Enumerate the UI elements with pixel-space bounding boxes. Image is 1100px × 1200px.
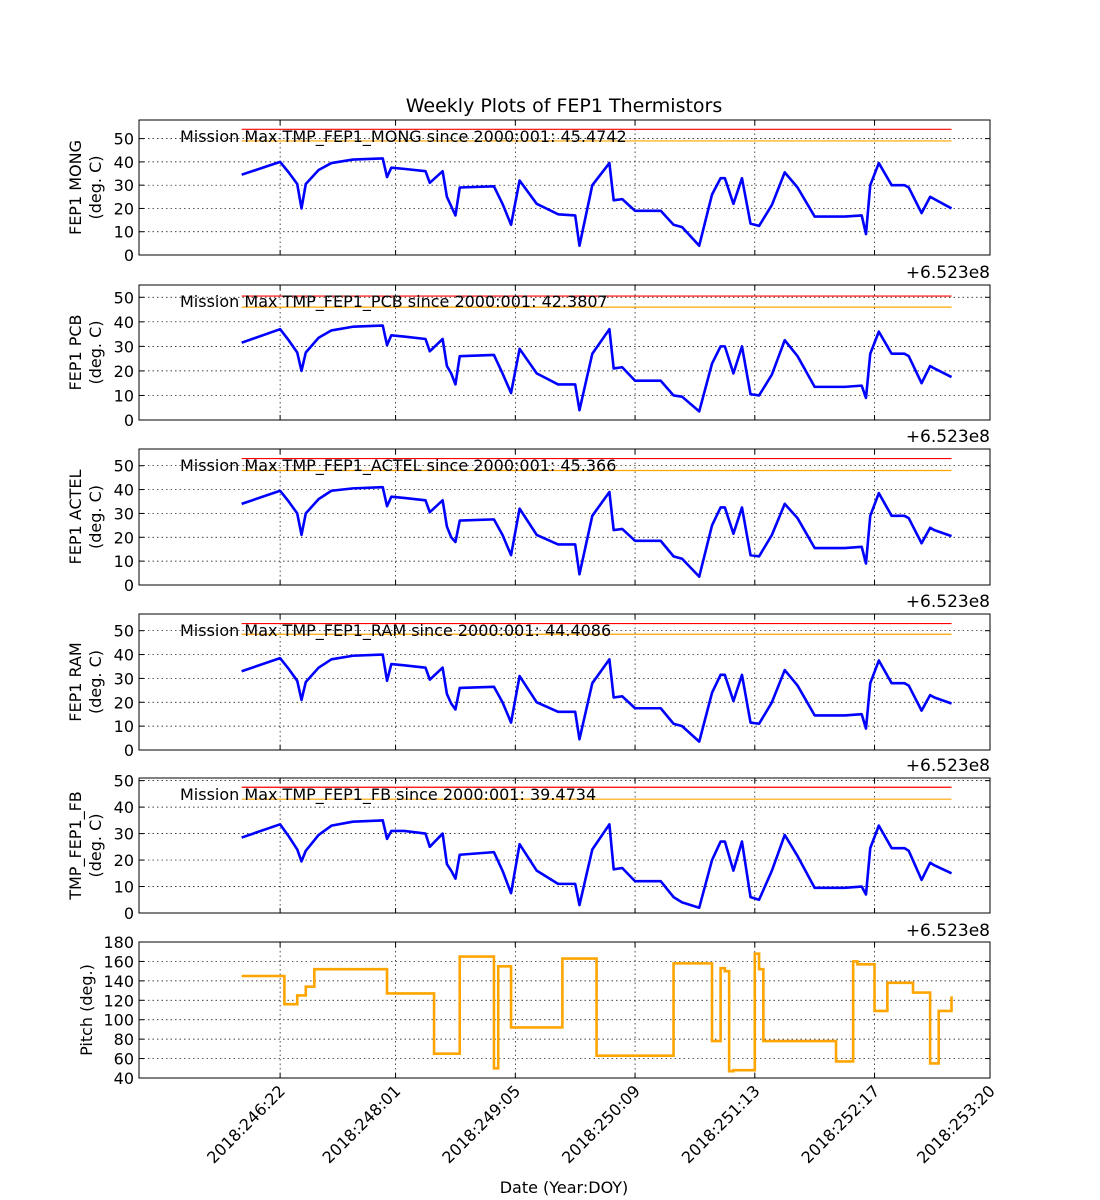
y-tick-label: 50 — [114, 130, 134, 149]
fb-series-line — [241, 819, 953, 910]
y-axis-label: TMP_FEP1_FB — [66, 791, 86, 901]
y-axis-unit: (deg. C) — [86, 650, 105, 714]
y-tick-label: 30 — [114, 337, 134, 356]
panel-mong: 0 10 20 30 40 50 FEP1 MONG (deg. C) Mission Max … — [66, 119, 991, 283]
y-tick-label: 10 — [114, 552, 134, 571]
y-tick-label: 40 — [114, 481, 134, 500]
x-tick-label: 2018:250:09 — [558, 1081, 644, 1167]
y-axis-unit: (deg. C) — [86, 485, 105, 549]
ram-series-line — [241, 653, 952, 743]
y-tick-label: 50 — [114, 288, 134, 307]
chart-title: Weekly Plots of FEP1 Thermistors — [406, 95, 723, 117]
y-tick-label: 160 — [103, 952, 134, 971]
y-tick-label: 20 — [114, 528, 134, 547]
y-tick-label: 100 — [103, 1011, 134, 1030]
y-tick-label: 50 — [114, 457, 134, 476]
y-tick-label: 30 — [114, 176, 134, 195]
y-tick-label: 10 — [114, 223, 134, 242]
y-tick-label: 0 — [124, 741, 134, 760]
y-axis-label: FEP1 MONG — [66, 140, 85, 235]
y-tick-label: 30 — [114, 504, 134, 523]
x-axis-label: Date (Year:DOY) — [500, 1178, 629, 1197]
y-tick-label: 30 — [114, 669, 134, 688]
y-axis-unit: (deg. C) — [86, 814, 105, 878]
y-tick-label: 50 — [114, 772, 134, 791]
y-tick-label: 30 — [114, 825, 134, 844]
y-tick-label: 40 — [114, 313, 134, 332]
x-offset-label: +6.523e8 — [906, 921, 990, 941]
mission-max-annotation: Mission Max TMP_FEP1_PCB since 2000:001:… — [180, 292, 608, 312]
plot-frame — [138, 119, 991, 256]
plot-frame — [138, 284, 991, 421]
y-tick-label: 20 — [114, 362, 134, 381]
x-tick-label: 2018:246:22 — [203, 1081, 289, 1167]
x-offset-label: +6.523e8 — [906, 756, 990, 776]
y-tick-label: 0 — [124, 576, 134, 595]
pitch-series-line — [241, 952, 953, 1073]
y-axis-unit: (deg. C) — [86, 321, 105, 385]
panel-pcb: 0 10 20 30 40 50 FEP1 PCB (deg. C) Mission Max T… — [66, 284, 991, 447]
y-axis-label: FEP1 PCB — [66, 314, 85, 390]
pcb-series-line — [241, 324, 953, 413]
y-tick-label: 0 — [124, 246, 134, 265]
plot-frame — [138, 941, 991, 1079]
y-tick-label: 40 — [114, 798, 134, 817]
actel-series-line — [241, 485, 952, 578]
x-axis: 2018:246:22 2018:248:01 2018:249:05 2018:25… — [203, 1081, 999, 1167]
panel-ram: 0 10 20 30 40 50 FEP1 RAM (deg. C) Mission Max T… — [66, 613, 991, 776]
x-tick-label: 2018:248:01 — [319, 1081, 405, 1167]
plot-frame — [138, 777, 991, 914]
x-tick-label: 2018:253:20 — [913, 1081, 999, 1167]
plot-frame — [138, 613, 991, 751]
x-tick-label: 2018:251:13 — [678, 1081, 764, 1167]
y-tick-label: 10 — [114, 386, 134, 405]
y-tick-label: 0 — [124, 904, 134, 923]
y-axis-label: FEP1 ACTEL — [66, 469, 85, 564]
mission-max-annotation: Mission Max TMP_FEP1_FB since 2000:001: … — [180, 785, 596, 805]
y-tick-label: 140 — [103, 972, 134, 991]
y-tick-label: 10 — [114, 878, 134, 897]
y-tick-label: 50 — [114, 622, 134, 641]
panel-fb: 0 10 20 30 40 50 TMP_FEP1_FB (deg. C) Mission Ma… — [66, 772, 991, 941]
y-tick-label: 20 — [114, 199, 134, 218]
plot-frame — [138, 448, 991, 586]
x-tick-label: 2018:252:17 — [798, 1081, 884, 1167]
y-tick-label: 20 — [114, 693, 134, 712]
y-tick-label: 80 — [114, 1030, 134, 1049]
y-tick-label: 10 — [114, 717, 134, 736]
x-tick-label: 2018:249:05 — [438, 1081, 524, 1167]
mission-max-annotation: Mission Max TMP_FEP1_RAM since 2000:001:… — [180, 621, 611, 641]
panel-actel: 0 10 20 30 40 50 FEP1 ACTEL (deg. C) Mission Max… — [66, 448, 991, 612]
y-tick-label: 180 — [103, 933, 134, 952]
y-axis-label: Pitch (deg.) — [77, 964, 96, 1056]
x-offset-label: +6.523e8 — [906, 427, 990, 447]
x-offset-label: +6.523e8 — [906, 592, 990, 612]
y-tick-label: 120 — [103, 991, 134, 1010]
y-axis-unit: (deg. C) — [86, 156, 105, 220]
x-offset-label: +6.523e8 — [906, 263, 990, 283]
y-tick-label: 40 — [114, 153, 134, 172]
y-tick-label: 60 — [114, 1050, 134, 1069]
y-axis-label: FEP1 RAM — [66, 642, 85, 721]
mong-series-line — [241, 157, 953, 247]
mission-max-annotation: Mission Max TMP_FEP1_MONG since 2000:001… — [180, 127, 627, 147]
y-tick-label: 40 — [114, 1069, 134, 1088]
y-tick-label: 0 — [124, 411, 134, 430]
mission-max-annotation: Mission Max TMP_FEP1_ACTEL since 2000:00… — [180, 456, 616, 476]
y-tick-label: 20 — [114, 851, 134, 870]
y-tick-label: 40 — [114, 646, 134, 665]
